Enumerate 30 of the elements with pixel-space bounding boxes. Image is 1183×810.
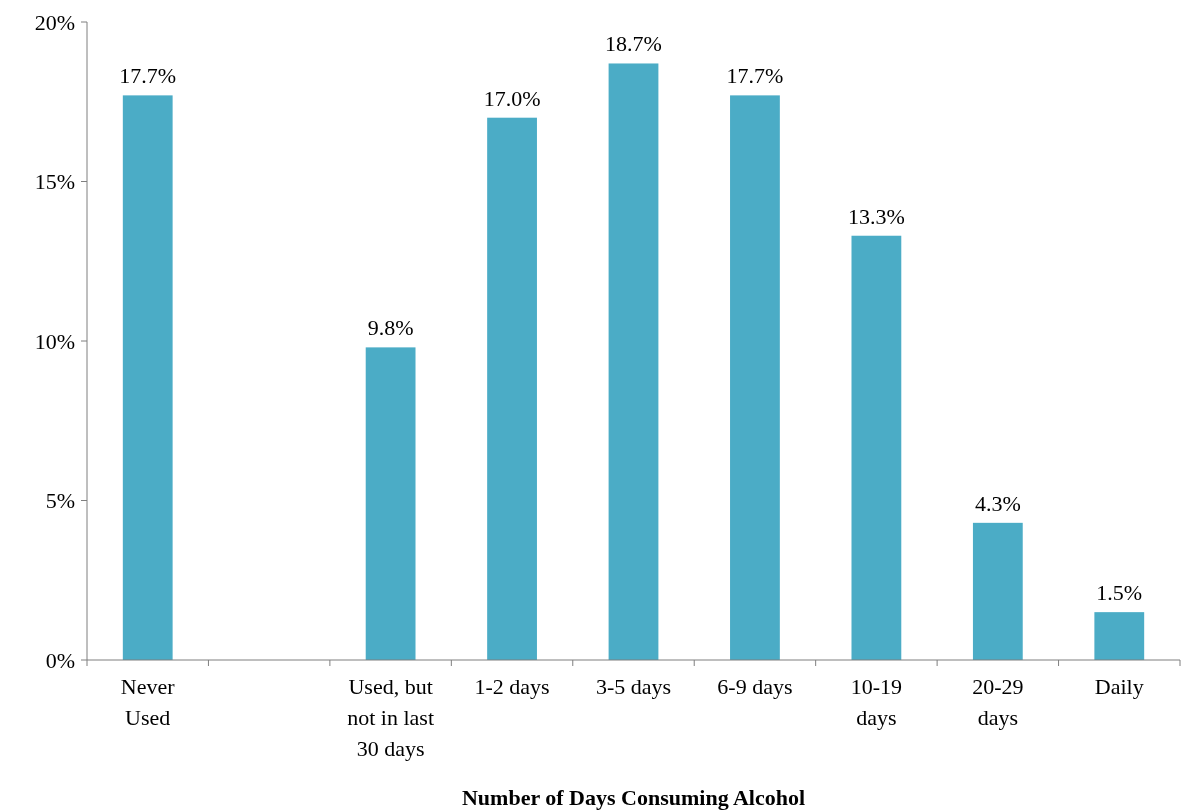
x-tick-label: Used, but not in last 30 days bbox=[347, 674, 434, 761]
x-tick-label: 1-2 days bbox=[474, 674, 550, 699]
bar bbox=[730, 95, 780, 660]
y-tick-label: 20% bbox=[34, 9, 75, 35]
bar bbox=[122, 95, 173, 660]
data-label: 9.8% bbox=[367, 315, 414, 341]
y-tick-label: 5% bbox=[45, 488, 75, 514]
x-tick-label: 20-29 days bbox=[972, 674, 1024, 730]
data-label: 17.7% bbox=[726, 63, 784, 89]
x-tick-label: 3-5 days bbox=[595, 674, 672, 699]
y-tick-label: 0% bbox=[45, 647, 75, 673]
bar bbox=[1094, 612, 1145, 660]
data-label: 17.7% bbox=[119, 63, 177, 89]
data-label: 18.7% bbox=[605, 31, 662, 57]
y-tick-label: 15% bbox=[34, 169, 75, 195]
x-tick-label: Never Used bbox=[120, 674, 176, 730]
bar bbox=[487, 117, 537, 660]
x-axis-title: Number of Days Consuming Alcohol bbox=[461, 785, 806, 810]
x-tick-label: 6-9 days bbox=[717, 674, 793, 699]
bar bbox=[365, 347, 416, 660]
x-tick-label: 10-19 days bbox=[850, 674, 903, 730]
data-label: 17.0% bbox=[483, 85, 541, 111]
bar bbox=[608, 63, 659, 660]
bar bbox=[972, 522, 1023, 660]
data-label: 13.3% bbox=[847, 203, 905, 229]
bar bbox=[851, 235, 902, 660]
data-label: 1.5% bbox=[1096, 580, 1143, 606]
x-tick-label: Daily bbox=[1094, 674, 1144, 699]
y-tick-label: 10% bbox=[34, 328, 75, 354]
data-label: 4.3% bbox=[974, 490, 1021, 516]
